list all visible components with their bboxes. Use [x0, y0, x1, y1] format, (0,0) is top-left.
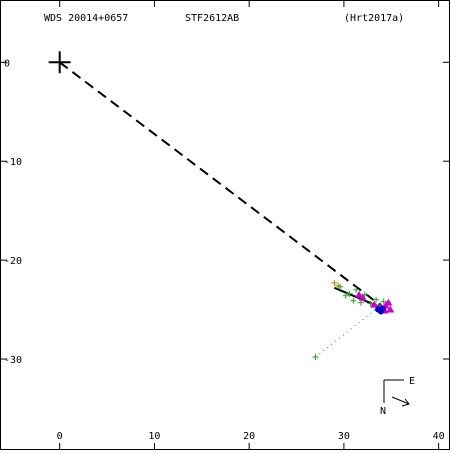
wds-identifier: WDS 20014+0657: [44, 13, 128, 24]
triangle-marker: [386, 305, 395, 313]
x-tick-label: 40: [433, 431, 445, 442]
x-tick-label: 10: [148, 431, 160, 442]
discoverer-designation: STF2612AB: [185, 13, 239, 24]
reference-code: (Hrt2017a): [344, 13, 404, 24]
triangle-marker: [384, 298, 393, 306]
triangle-marker: [355, 290, 364, 298]
triangle-marker: [358, 293, 367, 301]
x-tick-label: 0: [57, 431, 63, 442]
y-tick-label: 0: [4, 58, 10, 69]
y-tick-label: -30: [4, 355, 22, 366]
orbit-lines: [59, 61, 385, 358]
compass-north-label: N: [380, 406, 386, 417]
triangle-marker: [370, 300, 379, 308]
plus-marker: [353, 286, 360, 293]
x-tick-label: 30: [338, 431, 350, 442]
plus-marker: [312, 354, 319, 361]
compass-east-label: E: [409, 376, 415, 387]
primary-to-companion-line: [59, 61, 385, 309]
plus-marker: [367, 300, 374, 307]
plus-marker: [335, 282, 342, 289]
plus-marker: [331, 279, 338, 286]
y-axis-ticks: 0 -10 -20 -30: [1, 58, 449, 366]
plus-marker: [373, 296, 380, 303]
y-tick-label: -10: [4, 157, 22, 168]
primary-star-marker: [48, 51, 71, 74]
residual-line: [315, 307, 379, 358]
compass-rose: E N: [380, 376, 415, 417]
motion-arrow-head: [401, 398, 410, 407]
plus-marker: [346, 290, 353, 297]
y-tick-label: -20: [4, 256, 22, 267]
x-axis-ticks: 0 10 20 30 40: [57, 1, 445, 449]
plus-marker: [342, 292, 349, 299]
motion-arrow-shaft: [391, 396, 410, 405]
x-tick-label: 20: [243, 431, 255, 442]
observation-points: [312, 279, 395, 361]
dot-marker: [379, 305, 386, 312]
plus-marker: [380, 298, 387, 305]
plus-marker: [350, 297, 357, 304]
